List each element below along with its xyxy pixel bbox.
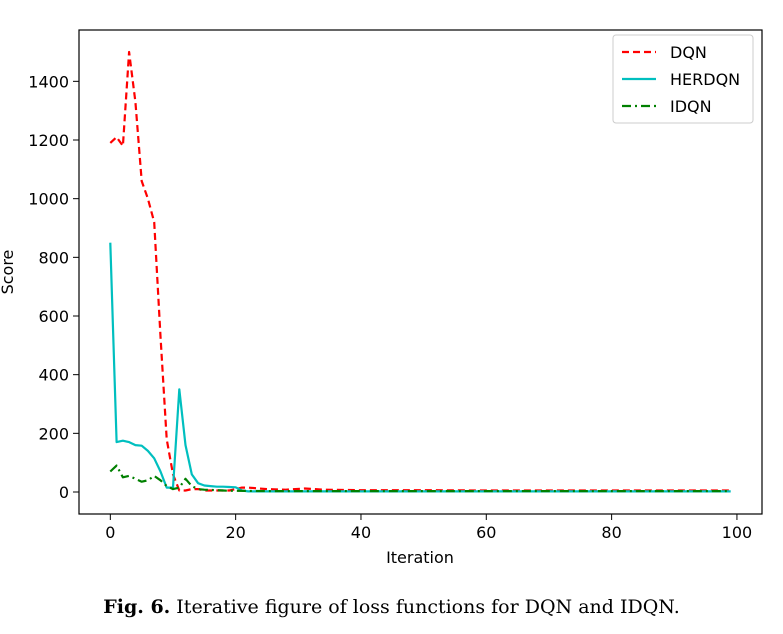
line-chart: 0 20 40 60 80 100 0 200 400 600 800 1000 1200 1400 I… — [0, 29, 763, 567]
y-axis-label: Score — [0, 250, 17, 295]
caption-label: Fig. 6. — [103, 596, 171, 618]
plot-frame — [78, 29, 763, 515]
y-tick-label: 1200 — [28, 131, 69, 150]
series-layer — [109, 50, 731, 493]
x-tick-label: 20 — [225, 523, 245, 542]
x-axis-ticks: 0 20 40 60 80 100 — [105, 514, 752, 542]
series-line-herdqn — [109, 242, 731, 493]
y-tick-label: 600 — [38, 307, 69, 326]
legend-box — [612, 34, 754, 124]
x-axis-label: Iteration — [386, 548, 454, 567]
caption-text: Iterative figure of loss functions for D… — [176, 596, 680, 618]
legend-label-herdqn: HERDQN — [670, 70, 740, 89]
y-tick-label: 200 — [38, 424, 69, 443]
x-tick-label: 40 — [351, 523, 371, 542]
x-tick-label: 80 — [601, 523, 621, 542]
y-tick-label: 1400 — [28, 72, 69, 91]
y-tick-label: 400 — [38, 366, 69, 385]
figure-caption: Fig. 6. Iterative figure of loss function… — [0, 596, 783, 618]
legend: DQN HERDQN IDQN — [612, 34, 754, 124]
y-tick-label: 0 — [59, 483, 69, 502]
x-tick-label: 60 — [476, 523, 496, 542]
x-tick-label: 0 — [105, 523, 115, 542]
x-tick-label: 100 — [722, 523, 753, 542]
legend-label-dqn: DQN — [670, 43, 707, 62]
y-axis-ticks: 0 200 400 600 800 1000 1200 1400 — [28, 72, 79, 502]
y-tick-label: 1000 — [28, 190, 69, 209]
series-line-idqn — [109, 464, 731, 493]
legend-label-idqn: IDQN — [670, 97, 712, 116]
y-tick-label: 800 — [38, 248, 69, 267]
